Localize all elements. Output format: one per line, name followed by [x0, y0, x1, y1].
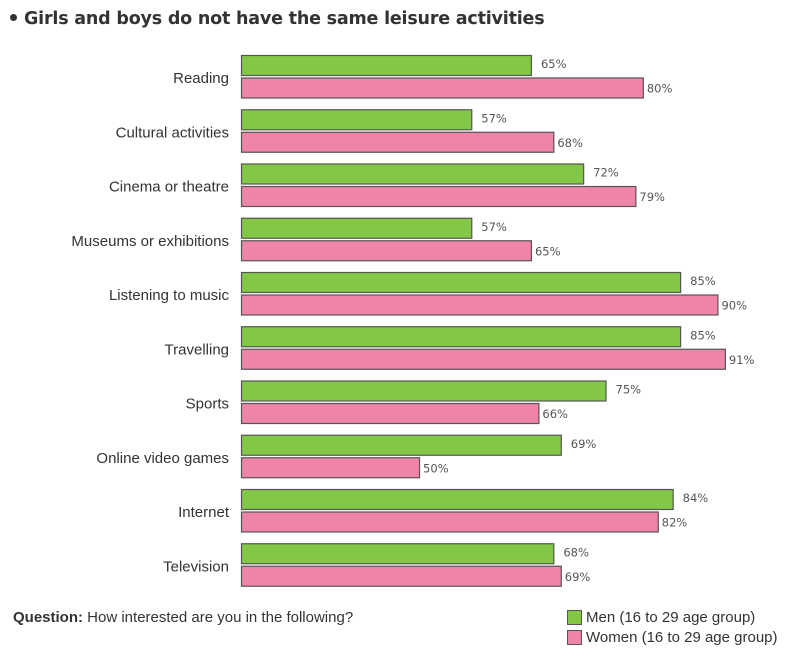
bar-men-online-video-games: [240, 434, 562, 456]
legend-item-women: Women (16 to 29 age group): [567, 628, 778, 648]
value-label-women-travelling: 91%: [729, 353, 755, 367]
value-label-men-travelling: 85%: [690, 328, 716, 342]
value-label-men-cultural-activities: 57%: [481, 111, 507, 125]
category-label-listening-to-music: Listening to music: [109, 287, 230, 304]
value-label-women-television: 69%: [565, 570, 591, 584]
value-label-men-listening-to-music: 85%: [690, 274, 716, 288]
bar-women-listening-to-music: [240, 294, 719, 316]
question-text: How interested are you in the following?: [87, 609, 354, 626]
value-label-men-television: 68%: [563, 545, 589, 559]
bar-men-museums-or-exhibitions: [240, 217, 473, 239]
value-label-men-cinema-or-theatre: 72%: [593, 166, 619, 180]
bar-women-internet: [240, 511, 659, 533]
bar-men-television: [240, 543, 555, 565]
value-label-men-internet: 84%: [683, 491, 709, 505]
legend-label-women: Women (16 to 29 age group): [586, 628, 778, 646]
bar-women-online-video-games: [240, 457, 421, 479]
legend-swatch-women: [567, 629, 582, 645]
bar-women-cinema-or-theatre: [240, 185, 637, 208]
legend: Men (16 to 29 age group) Women (16 to 29…: [567, 608, 778, 647]
legend-label-men: Men (16 to 29 age group): [586, 609, 756, 627]
bullet-icon: [10, 13, 17, 21]
value-label-women-museums-or-exhibitions: 65%: [535, 244, 561, 258]
chart-title-text: Girls and boys do not have the same leis…: [24, 9, 545, 29]
category-label-television: Television: [163, 558, 229, 575]
bar-men-cinema-or-theatre: [240, 163, 585, 185]
value-label-women-sports: 66%: [542, 407, 568, 421]
value-label-women-internet: 82%: [662, 516, 688, 530]
bar-men-listening-to-music: [240, 271, 682, 294]
value-label-men-online-video-games: 69%: [571, 437, 597, 451]
value-label-men-reading: 65%: [541, 57, 567, 71]
bar-men-sports: [240, 380, 607, 402]
bar-men-reading: [240, 54, 533, 77]
legend-item-men: Men (16 to 29 age group): [567, 608, 778, 628]
bar-men-internet: [240, 488, 674, 511]
category-label-cultural-activities: Cultural activities: [116, 124, 229, 141]
category-label-museums-or-exhibitions: Museums or exhibitions: [71, 233, 229, 250]
category-label-travelling: Travelling: [165, 341, 229, 358]
value-label-men-sports: 75%: [616, 383, 642, 397]
bar-men-travelling: [240, 326, 682, 348]
bar-women-television: [240, 565, 562, 587]
bar-women-cultural-activities: [240, 131, 555, 153]
bar-women-sports: [240, 402, 540, 425]
category-label-reading: Reading: [173, 70, 229, 87]
chart-title: Girls and boys do not have the same leis…: [10, 9, 545, 29]
category-label-cinema-or-theatre: Cinema or theatre: [109, 179, 229, 196]
value-label-women-cinema-or-theatre: 79%: [639, 190, 665, 204]
bar-women-travelling: [240, 348, 726, 370]
value-label-men-museums-or-exhibitions: 57%: [481, 220, 507, 234]
value-label-women-online-video-games: 50%: [423, 461, 449, 475]
bar-men-cultural-activities: [240, 109, 473, 131]
bar-women-museums-or-exhibitions: [240, 240, 533, 262]
category-label-sports: Sports: [186, 396, 229, 413]
value-label-women-cultural-activities: 68%: [557, 136, 583, 150]
category-label-online-video-games: Online video games: [96, 450, 229, 467]
bar-women-reading: [240, 77, 644, 99]
question-label: Question:: [13, 609, 83, 626]
legend-swatch-men: [567, 610, 582, 626]
question-note: Question: How interested are you in the …: [13, 609, 353, 626]
value-label-women-reading: 80%: [647, 82, 673, 96]
category-label-internet: Internet: [178, 504, 230, 521]
bar-chart: Reading 65% 80% Cultural activities 57% 68% Ci…: [71, 54, 755, 587]
value-label-women-listening-to-music: 90%: [721, 299, 747, 313]
